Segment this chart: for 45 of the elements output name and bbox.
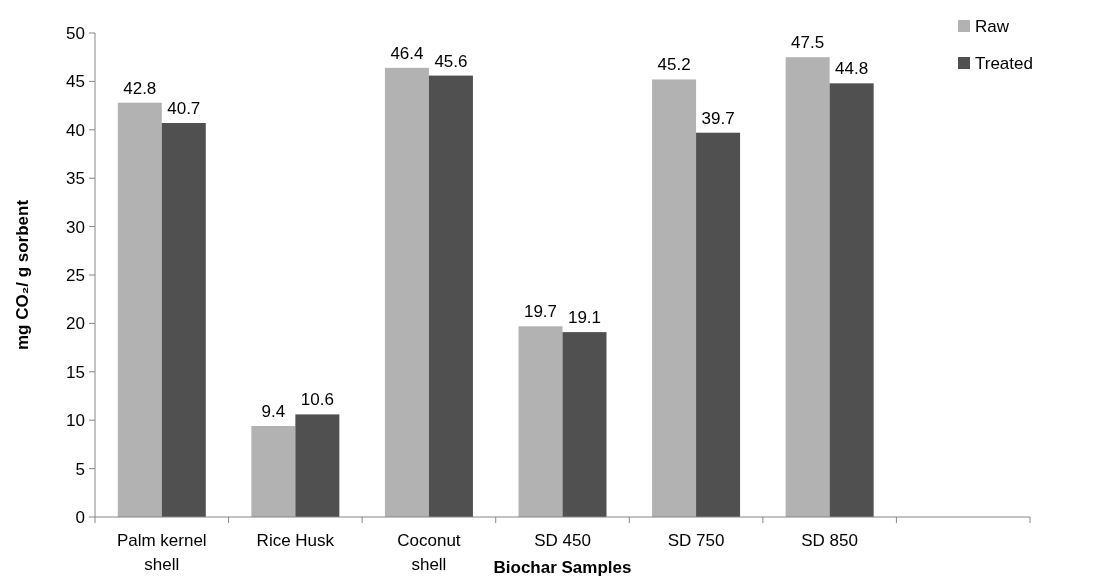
bar [161,123,206,517]
data-label: 40.7 [167,99,201,119]
bar [117,102,162,517]
x-tick-label: SD 750 [667,531,725,550]
y-tick-label: 30 [66,217,85,237]
bar [428,75,473,517]
data-label: 46.4 [390,43,424,63]
bar [518,326,563,517]
legend-label: Treated [975,53,1033,73]
bar [251,426,296,517]
y-tick-label: 25 [66,265,85,285]
x-tick-label: Rice Husk [256,531,335,550]
y-tick-label: 20 [66,314,85,334]
bar [652,79,697,517]
data-label: 19.7 [523,302,558,322]
bar [829,83,874,517]
bar [785,57,830,517]
data-label: 45.2 [657,55,691,75]
y-tick-label: 40 [66,120,85,140]
data-label: 45.6 [434,51,468,71]
data-label: 42.8 [123,78,157,98]
y-tick-label: 5 [75,459,85,479]
bar [562,332,607,517]
data-label: 10.6 [300,390,334,410]
x-axis-title: Biochar Samples [493,558,632,577]
x-tick-label: Palm kernel shell [116,531,207,574]
data-label: 9.4 [261,402,286,422]
legend-label: Raw [975,16,1010,36]
x-tick-label: Coconut shell [397,531,461,574]
data-label: 19.1 [567,308,602,328]
data-label: 47.5 [791,33,825,53]
y-tick-label: 15 [66,362,85,382]
bar [696,132,741,517]
y-tick-label: 35 [66,169,85,189]
bar [384,67,429,517]
x-tick-label: SD 450 [534,531,591,550]
y-tick-label: 45 [66,72,85,92]
data-label: 44.8 [835,59,869,79]
y-tick-label: 0 [75,507,85,527]
y-axis-title: mg CO₂/ g sorbent [13,199,32,351]
data-label: 39.7 [701,108,735,128]
y-tick-label: 50 [66,23,85,43]
bar [295,414,340,517]
x-tick-label: SD 850 [801,531,858,550]
y-tick-label: 10 [66,411,85,431]
